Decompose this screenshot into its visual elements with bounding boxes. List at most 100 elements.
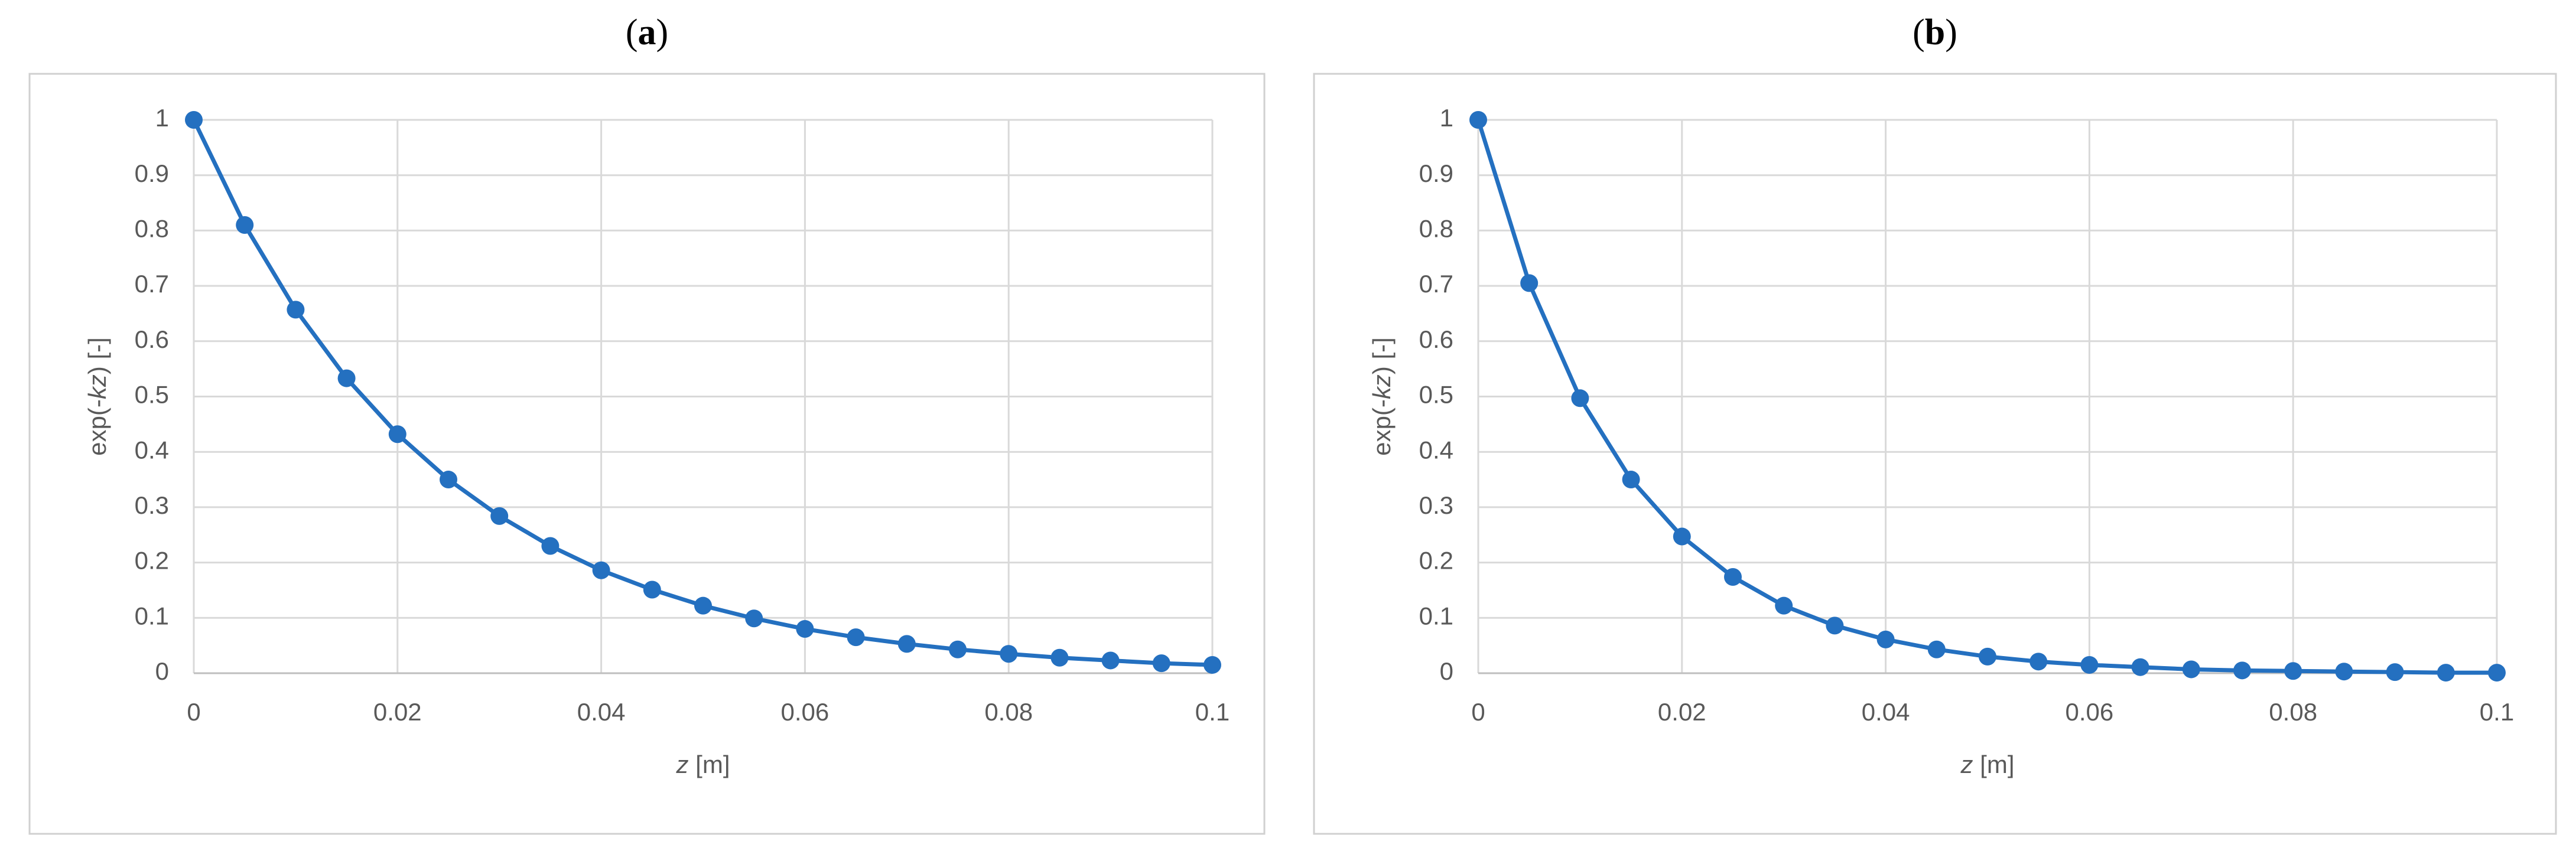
y-tick-label: 1: [155, 104, 169, 132]
y-tick-label: 0.8: [135, 214, 169, 242]
x-axis-label: z [m]: [1960, 751, 2015, 778]
y-tick-label: 0.3: [1419, 491, 1453, 519]
data-point: [2029, 653, 2048, 671]
y-axis-label-part: ) [-]: [1368, 337, 1396, 374]
panel-label: (a): [626, 12, 668, 53]
data-point: [1101, 651, 1120, 670]
data-point: [2335, 663, 2353, 681]
y-tick-label: 0.2: [1419, 547, 1453, 575]
data-point: [1622, 471, 1640, 489]
x-axis-label-part: [m]: [689, 751, 730, 778]
x-axis-label: z [m]: [676, 751, 730, 778]
y-tick-label: 0.8: [1419, 214, 1453, 242]
data-point: [1571, 389, 1589, 407]
data-point: [2233, 661, 2251, 680]
x-tick-label: 0.06: [781, 698, 830, 726]
x-tick-label: 0.1: [1195, 698, 1230, 726]
data-point: [1673, 527, 1691, 546]
data-point: [2080, 655, 2099, 674]
panel-label-part: ): [1945, 12, 1957, 53]
x-tick-label: 0.02: [373, 698, 422, 726]
y-tick-label: 0.1: [135, 602, 169, 630]
data-point: [337, 369, 356, 387]
data-point: [1876, 630, 1895, 648]
data-point: [1520, 274, 1539, 292]
data-point: [592, 561, 610, 579]
panel-label-part: b: [1925, 12, 1945, 53]
y-axis-label-part: kz: [83, 374, 111, 399]
data-point: [1979, 647, 1996, 666]
x-tick-label: 0: [1471, 698, 1485, 726]
y-tick-label: 1: [1440, 104, 1453, 132]
x-tick-label: 0.06: [2066, 698, 2114, 726]
y-axis-label: exp(-kz) [-]: [83, 337, 111, 456]
data-point: [1724, 567, 1742, 586]
x-tick-label: 0: [187, 698, 200, 726]
x-tick-label: 0.04: [1862, 698, 1910, 726]
x-tick-label: 0.04: [577, 698, 626, 726]
data-point: [2182, 660, 2200, 679]
data-point: [1775, 596, 1793, 615]
y-axis-label-part: exp(-: [1368, 399, 1396, 456]
y-axis-label-part: kz: [1368, 374, 1396, 399]
data-point: [2131, 658, 2149, 676]
data-point: [2488, 664, 2506, 682]
data-point: [1469, 111, 1487, 129]
x-axis-label-part: z: [1960, 751, 1973, 778]
data-point: [1050, 648, 1069, 667]
y-tick-label: 0.5: [1419, 381, 1453, 409]
data-point: [490, 507, 509, 525]
x-tick-label: 0.08: [984, 698, 1033, 726]
y-tick-label: 0.6: [1419, 325, 1453, 353]
x-tick-label: 0.08: [2269, 698, 2317, 726]
x-tick-label: 0.02: [1658, 698, 1706, 726]
y-tick-label: 0: [1440, 657, 1453, 685]
data-point: [2284, 662, 2302, 680]
data-point: [236, 216, 254, 234]
panel-label-part: ): [656, 12, 669, 53]
data-point: [388, 425, 406, 443]
data-point: [440, 471, 457, 489]
panel-label: (b): [1913, 12, 1957, 53]
data-point: [949, 640, 967, 658]
y-axis-label-part: ) [-]: [83, 337, 111, 374]
chart-panel: (b) 0 0.1 0.2 0.3 0.4 0.5 0.6 0.7 0.8 0.9 1 0 0.02 0.0…: [1313, 12, 2557, 835]
x-axis-label-part: z: [676, 751, 689, 778]
x-tick-label: 0.1: [2480, 698, 2514, 726]
y-tick-label: 0.7: [1419, 270, 1453, 298]
panel-label-part: (: [626, 12, 638, 53]
data-point: [897, 635, 916, 653]
panel-label-part: a: [638, 12, 656, 53]
y-tick-label: 0.5: [135, 381, 169, 409]
data-point: [796, 620, 814, 638]
y-tick-label: 0: [155, 657, 169, 685]
data-point: [745, 609, 763, 628]
panel-label-part: (: [1913, 12, 1925, 53]
data-point: [694, 596, 712, 615]
panel-border: [28, 73, 1266, 835]
y-axis-label-part: exp(-: [83, 399, 111, 456]
data-point: [1826, 617, 1844, 635]
y-tick-label: 0.6: [135, 325, 169, 353]
data-point: [643, 580, 661, 599]
y-tick-label: 0.9: [1419, 159, 1453, 187]
y-tick-label: 0.1: [1419, 602, 1453, 630]
data-point: [287, 301, 305, 319]
data-point: [2437, 664, 2455, 682]
y-tick-label: 0.7: [135, 270, 169, 298]
y-tick-label: 0.3: [135, 491, 169, 519]
data-point: [847, 628, 865, 647]
data-point: [2386, 663, 2404, 681]
y-tick-label: 0.4: [135, 436, 169, 464]
chart-panel: (a) 0 0.1 0.2 0.3 0.4 0.5 0.6 0.7 0.8 0.9 1 0 0.02 0.0…: [28, 12, 1266, 835]
data-point: [185, 111, 203, 129]
data-point: [1927, 640, 1946, 658]
y-axis-label: exp(-kz) [-]: [1368, 337, 1396, 456]
data-line: [191, 119, 1213, 667]
data-point: [1152, 654, 1170, 673]
x-axis-label-part: [m]: [1973, 751, 2015, 778]
y-tick-label: 0.2: [135, 547, 169, 575]
data-point: [1204, 655, 1221, 674]
data-point: [541, 537, 560, 555]
y-tick-label: 0.9: [135, 159, 169, 187]
